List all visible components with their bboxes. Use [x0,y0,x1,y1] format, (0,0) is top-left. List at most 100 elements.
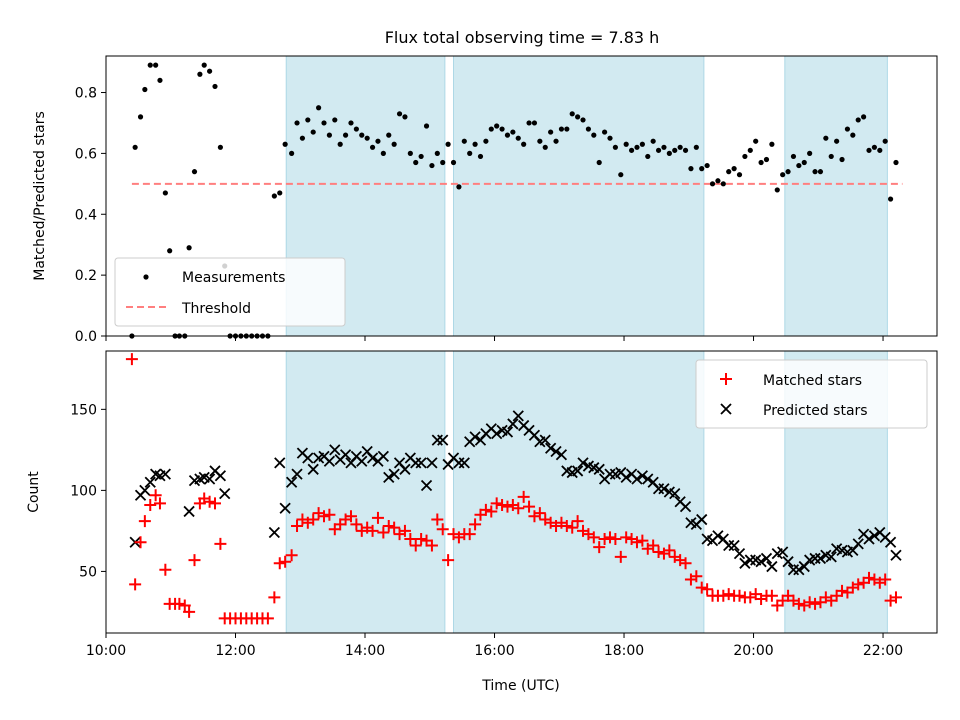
measurement-point [607,135,613,141]
matched-star-point [318,510,331,523]
predicted-star-point [377,450,389,462]
matched-star-point [144,498,157,511]
top-axes-frame [105,55,938,337]
predicted-star-point [766,560,778,573]
measurement-point [887,196,894,202]
matched-star-point [153,497,166,510]
measurement-point [634,144,640,150]
measurement-point [823,135,829,141]
measurement-point [591,132,597,138]
measurement-point [699,166,705,172]
measurement-point [893,159,899,166]
predicted-star-point [555,449,568,461]
measurement-point [726,169,732,175]
matched-star-point [134,536,147,549]
predicted-star-point [550,445,562,458]
matched-star-point [485,505,498,518]
matched-star-point [765,589,778,602]
matched-star-point [409,539,422,552]
measurement-point [866,147,872,153]
matched-star-point [566,521,579,534]
top-legend: Measurements Threshold [114,257,346,327]
measurement-point [310,129,316,135]
matched-star-point [630,536,643,549]
measurement-point [666,150,672,156]
matched-star-point [268,591,281,604]
measurement-point [758,159,764,166]
measurement-point [402,114,408,120]
legend-matched-marker [720,373,732,385]
predicted-star-point [539,434,551,446]
bottom-legend-box [695,359,928,429]
bottom-x-ticks: 10:00 12:00 14:00 16:00 18:00 20:00 22:00 [86,633,903,659]
measurement-point [423,123,430,129]
measurement-point [623,141,629,147]
measurement-point [790,153,797,160]
matched-star-point [442,554,455,567]
measurement-point [299,135,306,141]
matched-star-point [273,557,286,570]
predicted-star-point [868,530,881,542]
measurement-point [602,129,608,135]
matched-star-point [173,597,186,610]
measurement-point [801,159,807,166]
measurement-point [391,141,397,147]
predicted-star-point [863,533,875,545]
measurement-point [850,132,856,138]
measurement-point [569,111,575,117]
predicted-star-point [631,473,643,485]
bottom-legend: Matched stars Predicted stars [695,359,928,429]
matched-star-point [647,539,660,552]
predicted-star-point [884,536,897,548]
measurement-point [553,138,559,144]
predicted-star-point [274,457,286,469]
measurement-point [504,132,511,138]
top-shaded-intervals [285,55,888,337]
measurement-point [774,187,780,193]
matched-star-point [701,583,714,596]
predicted-star-point [279,502,291,514]
x-tick-label: 22:00 [863,643,903,659]
predicted-star-point [739,557,751,569]
x-tick-label: 20:00 [733,643,773,659]
matched-star-point [479,503,492,516]
matched-star-point [203,495,216,508]
matched-star-point [792,597,805,610]
x-axis-label: Time (UTC) [481,678,559,694]
measurement-point [321,120,327,126]
matched-star-point [501,500,514,513]
predicted-star-point [139,484,151,497]
measurement-point [618,172,624,178]
measurement-point [488,126,494,132]
matched-star-point [803,596,816,609]
measurement-point [585,126,592,132]
matched-star-point [717,589,730,602]
measurement-point [709,181,716,187]
measurement-point [271,193,277,199]
measurement-point [167,248,173,254]
measurement-point [575,114,581,120]
predicted-star-point [203,473,216,485]
measurement-point [440,159,446,166]
measurement-point [753,138,759,144]
measurement-point [672,147,678,153]
matched-star-point [125,353,138,366]
predicted-star-point [366,452,379,464]
measurement-point [305,117,311,123]
matched-star-point [889,591,902,604]
measurement-point [162,190,168,196]
measurement-point [375,138,381,144]
measurement-point [882,138,888,144]
measurement-point [639,141,645,147]
matched-star-point [609,533,622,545]
bottom-plot-area [125,353,902,625]
predicted-star-point [679,500,692,513]
bottom-panel: 50 100 150 10:00 12:00 14:00 16:00 18:00 20:00 2… [26,350,938,694]
matched-star-point [350,518,363,531]
measurement-point [537,138,543,144]
matched-star-point [366,524,379,537]
measurement-point [736,172,743,178]
measurement-point [147,62,153,68]
measurement-point [580,117,586,123]
predicted-star-point [219,487,231,500]
